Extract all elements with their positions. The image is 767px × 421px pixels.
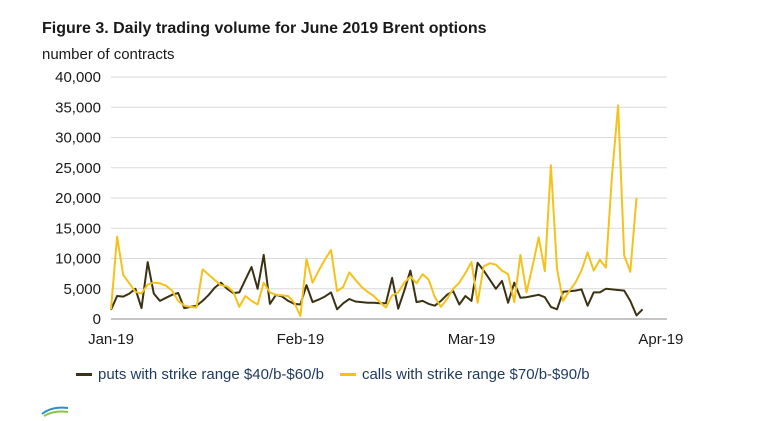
y-tick-label: 0 bbox=[93, 311, 101, 328]
eia-logo bbox=[41, 406, 69, 417]
x-tick-label: Mar-19 bbox=[448, 331, 496, 348]
series-line-puts bbox=[110, 253, 644, 317]
x-tick-labels: Jan-19 Feb-19 Mar-19 Apr-19 bbox=[88, 331, 683, 348]
legend: puts with strike range $40/b-$60/b calls… bbox=[76, 366, 606, 383]
legend-swatch-puts bbox=[76, 373, 92, 376]
y-tick-label: 20,000 bbox=[55, 190, 101, 207]
series-lines bbox=[110, 104, 644, 317]
series-line-calls bbox=[110, 104, 638, 317]
y-tick-label: 15,000 bbox=[55, 220, 101, 237]
x-tick-label: Apr-19 bbox=[638, 331, 683, 348]
legend-item-calls: calls with strike range $70/b-$90/b bbox=[339, 366, 590, 383]
x-tick-label: Feb-19 bbox=[277, 331, 325, 348]
y-tick-label: 40,000 bbox=[55, 69, 101, 86]
y-axis-label: number of contracts bbox=[42, 46, 175, 63]
legend-item-puts: puts with strike range $40/b-$60/b bbox=[76, 366, 324, 383]
y-tick-label: 5,000 bbox=[63, 281, 101, 298]
legend-swatch-calls bbox=[339, 373, 356, 376]
chart-title: Figure 3. Daily trading volume for June … bbox=[42, 20, 487, 37]
legend-label-calls: calls with strike range $70/b-$90/b bbox=[361, 366, 590, 383]
y-tick-label: 10,000 bbox=[55, 251, 101, 268]
y-tick-labels: 40,000 35,000 30,000 25,000 20,000 15,000 10,0… bbox=[55, 69, 101, 328]
x-tick-label: Jan-19 bbox=[88, 331, 134, 348]
y-tick-label: 25,000 bbox=[55, 160, 101, 177]
y-tick-label: 35,000 bbox=[55, 99, 101, 116]
gridlines bbox=[111, 76, 667, 320]
legend-label-puts: puts with strike range $40/b-$60/b bbox=[98, 366, 324, 383]
y-tick-label: 30,000 bbox=[55, 130, 101, 147]
